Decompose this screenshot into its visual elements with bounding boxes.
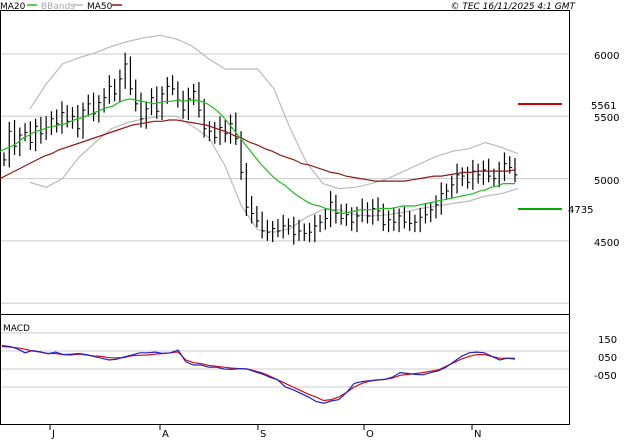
macd-panel-frame	[0, 314, 570, 425]
x-axis: J A S O N	[49, 424, 481, 440]
x-tick-label: N	[474, 429, 481, 440]
x-tick-label: J	[51, 429, 55, 440]
bband-upper-line	[29, 34, 519, 190]
resistance-label: 5561	[591, 101, 616, 112]
x-tick-label: A	[162, 429, 169, 440]
macd-line	[1, 345, 516, 404]
legend: MA20 BBands MA50 © TEC 16/11/2025 4:1 GM…	[0, 2, 576, 12]
price-bars	[3, 52, 518, 245]
bband-lower-line	[29, 115, 519, 233]
price-tick-label: 5000	[594, 176, 619, 187]
legend-ma50-label: MA50	[87, 2, 113, 12]
price-tick-label: 5500	[594, 113, 619, 124]
support-label: 4735	[568, 205, 593, 216]
macd-tick-label: 050	[598, 353, 617, 364]
legend-ma20-label: MA20	[0, 2, 26, 12]
x-tick-label: O	[366, 429, 374, 440]
moving-averages	[0, 98, 516, 215]
bollinger-bands	[29, 34, 519, 233]
x-tick-label: S	[260, 429, 266, 440]
ma50-line	[0, 119, 516, 182]
price-tick-label: 6000	[594, 51, 619, 62]
ma20-line	[0, 98, 515, 215]
macd-tick-label: 150	[598, 335, 617, 346]
macd-panel-title: MACD	[3, 324, 30, 334]
copyright-label: © TEC 16/11/2025 4:1 GMT	[450, 2, 576, 12]
macd-tick-label: -050	[594, 371, 617, 382]
macd-lines	[1, 345, 516, 404]
price-tick-label: 4500	[594, 238, 619, 249]
legend-bbands-label: BBands	[41, 2, 75, 12]
